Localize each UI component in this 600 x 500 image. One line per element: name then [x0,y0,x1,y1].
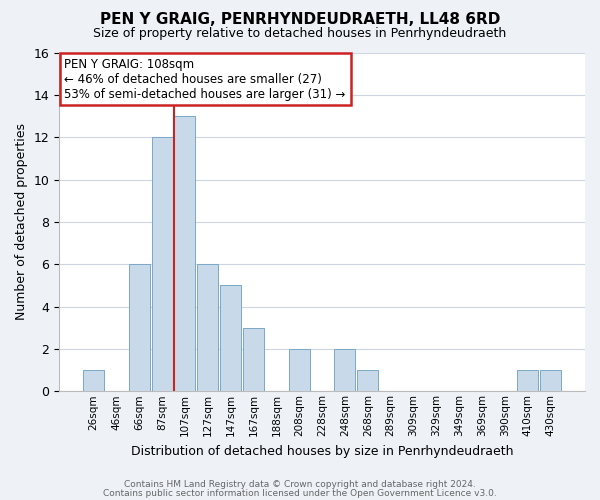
Bar [357,370,378,392]
Text: Size of property relative to detached houses in Penrhyndeudraeth: Size of property relative to detached ho… [94,28,506,40]
Bar [289,349,310,392]
Y-axis label: Number of detached properties: Number of detached properties [15,124,28,320]
Text: Contains HM Land Registry data © Crown copyright and database right 2024.: Contains HM Land Registry data © Crown c… [124,480,476,489]
Bar [197,264,218,392]
Text: PEN Y GRAIG, PENRHYNDEUDRAETH, LL48 6RD: PEN Y GRAIG, PENRHYNDEUDRAETH, LL48 6RD [100,12,500,28]
X-axis label: Distribution of detached houses by size in Penrhyndeudraeth: Distribution of detached houses by size … [131,444,514,458]
Bar [334,349,355,392]
Bar [540,370,561,392]
Text: Contains public sector information licensed under the Open Government Licence v3: Contains public sector information licen… [103,488,497,498]
Bar [243,328,264,392]
Text: PEN Y GRAIG: 108sqm
← 46% of detached houses are smaller (27)
53% of semi-detach: PEN Y GRAIG: 108sqm ← 46% of detached ho… [64,58,346,100]
Bar [129,264,150,392]
Bar [175,116,196,392]
Bar [517,370,538,392]
Bar [152,137,173,392]
Bar [220,286,241,392]
Bar [83,370,104,392]
